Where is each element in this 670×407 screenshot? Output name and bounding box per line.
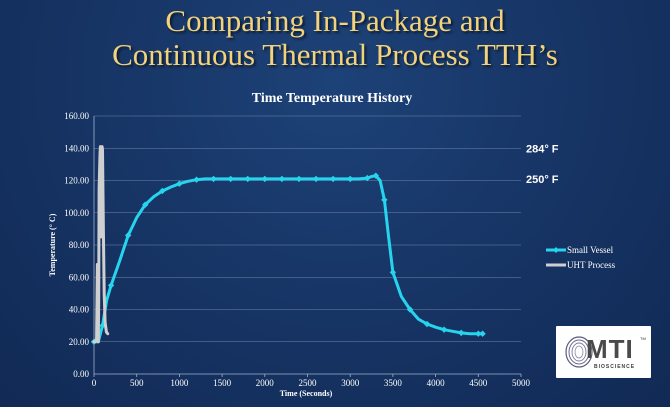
small-vessel-point — [329, 175, 337, 183]
small-vessel-point — [479, 330, 486, 337]
small-vessel-point — [423, 320, 431, 328]
logo-trademark: TM — [640, 336, 646, 341]
x-tick-label: 4500 — [469, 378, 488, 388]
chart-legend: Small Vessel UHT Process — [546, 245, 616, 270]
logo-text: MTI — [586, 334, 634, 364]
small-vessel-point — [176, 180, 183, 187]
y-tick-label: 0.00 — [73, 369, 89, 379]
uht-process-line — [92, 145, 110, 344]
small-vessel-line — [92, 174, 485, 344]
small-vessel-point — [440, 326, 448, 333]
y-tick-label: 120.00 — [64, 176, 89, 186]
small-vessel-point — [193, 176, 200, 183]
small-vessel-point — [159, 187, 166, 195]
small-vessel-point — [107, 282, 115, 289]
small-vessel-point — [124, 232, 132, 239]
x-tick-label: 2000 — [256, 378, 275, 388]
x-tick-label: 1000 — [170, 378, 189, 388]
small-vessel-point — [295, 175, 303, 183]
small-vessel-point — [142, 201, 149, 208]
x-axis-title: Time (Seconds) — [280, 389, 333, 398]
x-tick-label: 0 — [92, 378, 97, 388]
x-tick-label: 4000 — [427, 378, 446, 388]
y-axis-title: Temperature (° C) — [48, 213, 57, 276]
y-tick-label: 80.00 — [69, 240, 90, 250]
x-tick-label: 5000 — [512, 378, 531, 388]
x-tick-label: 3500 — [384, 378, 403, 388]
slide-title-line2: Continuous Thermal Process TTH’s — [112, 37, 558, 72]
x-tick-label: 2500 — [299, 378, 318, 388]
chart-annotations: 284° F 250° F — [526, 143, 559, 186]
small-vessel-point — [347, 175, 354, 183]
chart-grid — [94, 115, 521, 343]
legend-label: UHT Process — [567, 260, 616, 270]
chart-title: Time Temperature History — [252, 91, 412, 106]
y-tick-label: 60.00 — [69, 272, 90, 282]
small-vessel-point — [372, 172, 380, 179]
small-vessel-point — [475, 330, 482, 337]
legend-label: Small Vessel — [567, 245, 614, 255]
legend-marker — [553, 247, 559, 253]
small-vessel-point — [244, 175, 251, 183]
logo-subtext: BIOSCIENCE — [594, 364, 636, 370]
slide-title: Comparing In-Package and Continuous Ther… — [0, 4, 670, 72]
y-tick-label: 100.00 — [64, 208, 89, 218]
y-tick-label: 40.00 — [69, 305, 90, 315]
y-tick-label: 140.00 — [64, 143, 89, 153]
small-vessel-point — [458, 329, 465, 337]
temperature-annotation: 250° F — [526, 174, 559, 186]
chart-axes: 0.00 20.00 40.00 60.00 80.00 100.00 120.00 140.… — [64, 111, 530, 388]
small-vessel-point — [312, 175, 320, 183]
x-tick-label: 3000 — [341, 378, 360, 388]
chart-series — [90, 145, 486, 345]
slide-title-line1: Comparing In-Package and — [165, 3, 505, 38]
y-tick-label: 160.00 — [64, 111, 89, 121]
y-tick-label: 20.00 — [69, 337, 90, 347]
small-vessel-point — [381, 196, 388, 204]
small-vessel-point — [261, 175, 268, 183]
mti-swirl-icon — [565, 336, 593, 368]
temperature-annotation: 284° F — [526, 143, 559, 155]
small-vessel-point — [227, 175, 234, 183]
small-vessel-point — [278, 175, 286, 183]
mti-bioscience-logo: MTI TM BIOSCIENCE — [556, 326, 651, 378]
small-vessel-point — [364, 174, 371, 182]
x-tick-label: 1500 — [213, 378, 232, 388]
small-vessel-point — [406, 306, 414, 313]
small-vessel-point — [389, 269, 397, 276]
x-tick-label: 500 — [130, 378, 144, 388]
small-vessel-point — [210, 175, 217, 183]
